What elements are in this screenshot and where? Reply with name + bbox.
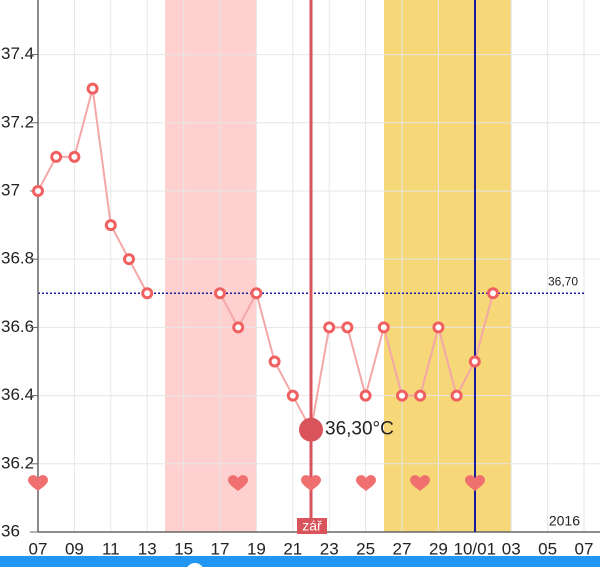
y-tick-label: 36.2 — [1, 453, 34, 472]
reference-label: 36,70 — [548, 274, 578, 288]
point — [86, 82, 99, 95]
heart — [410, 475, 430, 491]
point — [396, 389, 408, 402]
x-tick-label: 05 — [538, 539, 557, 558]
point — [377, 321, 390, 334]
bottom-bar — [0, 556, 600, 567]
fertile-band — [384, 0, 511, 532]
grid — [37, 0, 600, 533]
x-tick-label: 21 — [283, 539, 302, 558]
y-tick-label: 36.8 — [1, 249, 34, 268]
point — [323, 321, 336, 334]
point — [50, 150, 63, 163]
heart — [228, 475, 248, 491]
heart — [28, 475, 48, 491]
x-tick-label: 07 — [575, 539, 594, 558]
heart — [301, 475, 321, 491]
period-band — [165, 0, 256, 532]
heart — [465, 475, 485, 491]
highlight-point — [299, 417, 323, 442]
point — [250, 287, 263, 300]
point — [123, 253, 135, 266]
point — [341, 321, 354, 334]
point — [450, 389, 463, 402]
x-tick-label: 17 — [211, 539, 230, 558]
month-label: zář — [302, 518, 322, 534]
point — [232, 321, 245, 334]
x-tick-label: 29 — [429, 539, 448, 558]
point — [432, 321, 445, 334]
x-tick-label: 25 — [356, 539, 375, 558]
x-tick-label: 13 — [138, 539, 157, 558]
x-tick-label: 10/01 — [454, 539, 497, 558]
bands — [165, 0, 511, 532]
x-tick-label: 23 — [320, 539, 339, 558]
point — [141, 287, 154, 300]
bottom-handle — [187, 563, 203, 567]
point — [286, 389, 299, 402]
point — [268, 355, 281, 368]
y-tick-label: 36.6 — [1, 317, 34, 336]
month-badge — [297, 518, 327, 534]
x-tick-label: 19 — [247, 539, 266, 558]
x-tick-label: 07 — [29, 539, 48, 558]
y-tick-label: 37.4 — [1, 44, 34, 63]
y-tick-label: 37 — [1, 180, 20, 199]
hearts — [28, 475, 485, 491]
x-tick-label: 03 — [502, 539, 521, 558]
y-tick-label: 36 — [1, 521, 20, 540]
x-tick-label: 09 — [65, 539, 84, 558]
point — [487, 287, 499, 300]
point — [68, 150, 81, 163]
heart — [356, 475, 376, 491]
point — [359, 389, 372, 402]
point — [32, 184, 44, 197]
point — [214, 287, 226, 300]
y-tick-label: 36.4 — [1, 385, 34, 404]
point — [468, 355, 481, 368]
point — [414, 389, 427, 402]
point — [104, 219, 117, 232]
x-tick-label: 15 — [174, 539, 193, 558]
x-tick-label: 27 — [393, 539, 412, 558]
year-label: 2016 — [549, 513, 580, 529]
y-tick-label: 37.2 — [1, 112, 34, 131]
value-label: 36,30°C — [325, 419, 394, 440]
x-tick-label: 11 — [102, 539, 120, 558]
